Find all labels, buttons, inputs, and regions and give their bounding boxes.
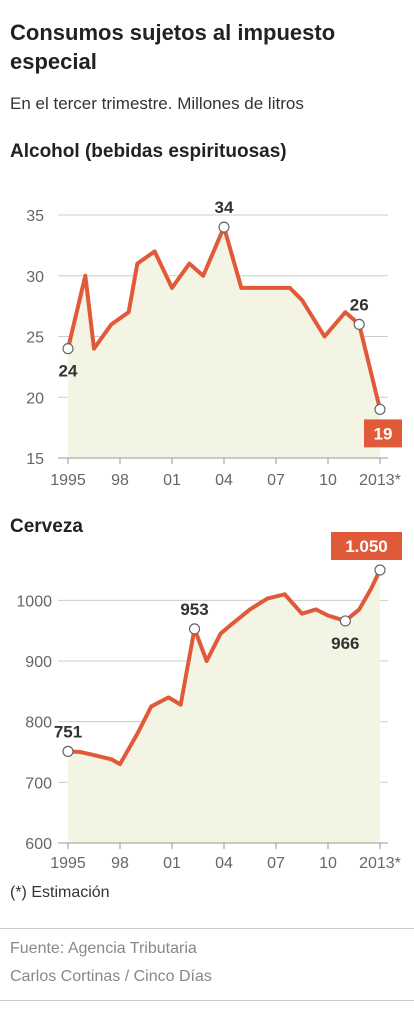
alcohol-highlight-label: 19 xyxy=(374,424,393,443)
beer-data-point xyxy=(339,615,351,627)
beer-data-label: 966 xyxy=(331,634,359,653)
beer-y-tick-label: 600 xyxy=(25,836,52,853)
beer-chart: 600 700 800 900 1000 1995 98 01 04 07 10 2013* 751 95… xyxy=(16,532,402,872)
page-title: Consumos sujetos al impuesto especial xyxy=(10,20,336,74)
alcohol-x-tick-label: 01 xyxy=(163,472,181,489)
page-subtitle: En el tercer trimestre. Millones de litr… xyxy=(10,94,304,113)
alcohol-data-point xyxy=(374,403,386,415)
alcohol-area-fill xyxy=(68,227,380,458)
alcohol-y-tick-label: 15 xyxy=(26,451,44,468)
beer-x-tick-label: 1995 xyxy=(50,855,86,872)
alcohol-chart: 15 20 25 30 35 1995 98 01 04 07 10 2013* 24 34 26 19 xyxy=(26,198,402,489)
beer-x-tick-label: 98 xyxy=(111,855,129,872)
alcohol-x-tick-label: 1995 xyxy=(50,472,86,489)
estimation-note: (*) Estimación xyxy=(10,884,110,901)
beer-data-label: 953 xyxy=(180,600,208,619)
alcohol-y-tick-label: 30 xyxy=(26,269,44,286)
beer-area-fill xyxy=(68,570,380,843)
alcohol-data-point xyxy=(353,318,365,330)
footer-divider xyxy=(0,928,414,929)
beer-y-tick-label: 900 xyxy=(25,654,52,671)
alcohol-data-point xyxy=(62,343,74,355)
alcohol-data-label: 26 xyxy=(350,295,369,314)
beer-y-tick-label: 700 xyxy=(25,775,52,792)
alcohol-highlight-badge xyxy=(364,419,402,448)
alcohol-x-tick-label: 07 xyxy=(267,472,285,489)
bottom-divider xyxy=(0,1000,414,1001)
source-credit: Fuente: Agencia Tributaria xyxy=(10,940,197,957)
alcohol-data-point xyxy=(218,221,230,233)
beer-y-tick-label: 1000 xyxy=(16,593,52,610)
alcohol-x-tick-label: 98 xyxy=(111,472,129,489)
beer-y-tick-label: 800 xyxy=(25,715,52,732)
alcohol-x-tick-label: 2013* xyxy=(359,472,401,489)
alcohol-x-tick-label: 10 xyxy=(319,472,337,489)
beer-x-tick-label: 04 xyxy=(215,855,233,872)
beer-chart-title: Cerveza xyxy=(10,516,83,537)
beer-x-tick-label: 2013* xyxy=(359,855,401,872)
author-credit: Carlos Cortinas / Cinco Días xyxy=(10,968,212,985)
alcohol-chart-title: Alcohol (bebidas espirituosas) xyxy=(10,141,287,162)
beer-x-tick-label: 07 xyxy=(267,855,285,872)
beer-data-point xyxy=(188,623,201,635)
beer-highlight-badge xyxy=(331,532,402,560)
beer-x-tick-label: 01 xyxy=(163,855,181,872)
alcohol-x-tick-label: 04 xyxy=(215,472,233,489)
beer-x-tick-label: 10 xyxy=(319,855,337,872)
alcohol-y-tick-label: 20 xyxy=(26,390,44,407)
beer-data-point xyxy=(374,564,386,576)
alcohol-y-tick-label: 25 xyxy=(26,330,44,347)
alcohol-y-tick-label: 35 xyxy=(26,208,44,225)
beer-data-point xyxy=(62,745,74,757)
beer-series-line xyxy=(66,568,382,767)
beer-data-label: 751 xyxy=(54,722,82,741)
beer-highlight-label: 1.050 xyxy=(345,537,388,556)
alcohol-data-label: 24 xyxy=(59,362,78,381)
alcohol-series-line xyxy=(66,225,382,412)
alcohol-data-label: 34 xyxy=(215,198,234,217)
